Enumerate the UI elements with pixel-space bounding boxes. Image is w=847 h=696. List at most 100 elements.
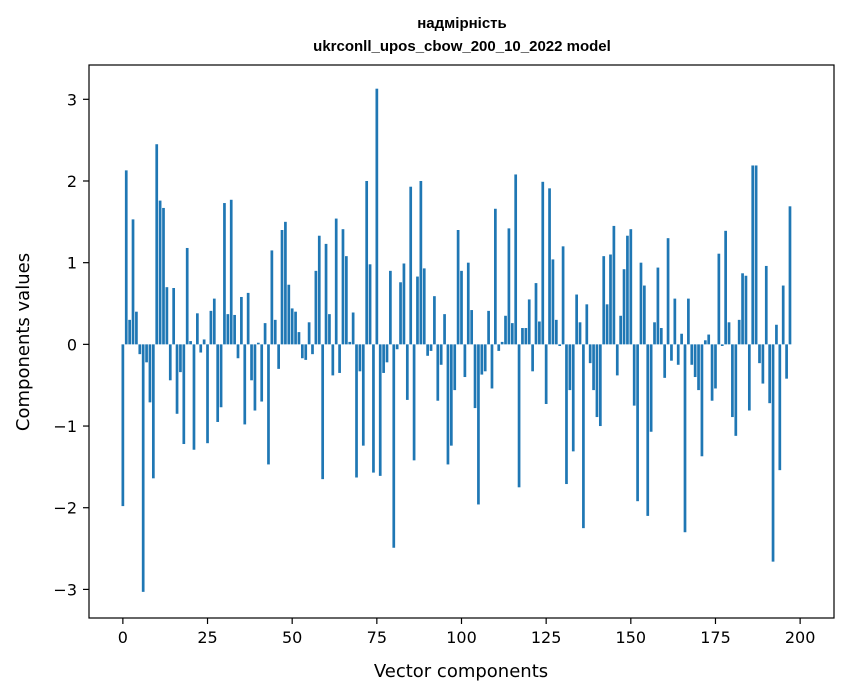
bar-148 [622,269,626,345]
bar-67 [348,341,352,345]
bar-135 [578,322,582,345]
bar-121 [531,344,534,372]
bar-130 [561,246,565,345]
bar-41 [260,344,264,402]
bar-82 [399,282,402,345]
bars-group [121,88,792,592]
bar-84 [405,344,409,400]
bar-113 [504,315,507,345]
plot-frame [88,64,835,619]
bar-128 [554,319,558,345]
bar-7 [145,344,148,363]
bar-179 [727,322,731,345]
y-tick-label: 1 [67,254,77,273]
bar-90 [426,344,429,356]
bar-167 [687,298,690,345]
x-axis-ticks: 0 25 50 75 100 125 150 175 200 [118,618,816,647]
chart-title: надмірність [417,15,507,32]
bar-99 [456,230,460,345]
bar-70 [358,344,362,372]
bar-105 [477,344,480,505]
bar-91 [429,344,433,351]
bar-133 [571,344,575,452]
bar-2 [128,319,131,345]
bar-15 [172,287,176,345]
bar-189 [761,344,765,384]
bar-39 [253,344,257,411]
x-tick-label: 50 [282,628,302,647]
bar-3 [131,219,135,345]
y-tick-label: −3 [53,580,77,599]
bar-139 [592,344,595,391]
bar-58 [317,235,321,345]
bar-46 [277,344,280,369]
bar-191 [768,344,772,404]
bar-11 [158,200,162,345]
bar-159 [659,328,663,345]
bar-89 [422,268,426,345]
bar-6 [141,344,145,592]
bar-4 [135,311,138,345]
x-axis-label: Vector components [374,661,548,682]
bar-37 [246,292,250,345]
bar-180 [731,344,734,418]
bar-38 [250,344,253,381]
bar-26 [209,310,213,345]
bar-86 [412,344,416,461]
bar-43 [267,344,270,465]
bar-81 [395,344,399,350]
bar-72 [365,180,369,345]
bar-145 [612,225,616,345]
bar-21 [192,344,196,450]
bar-55 [307,322,311,345]
bar-14 [168,344,172,381]
bar-59 [321,344,325,480]
bar-10 [155,144,159,345]
bar-42 [263,323,267,345]
bar-13 [165,287,169,345]
bar-173 [707,334,711,345]
x-tick-label: 200 [785,628,816,647]
bar-76 [378,344,382,476]
bar-85 [409,186,413,345]
bar-24 [202,339,206,345]
x-tick-label: 75 [367,628,387,647]
bar-177 [720,344,724,346]
bar-0 [121,344,125,507]
bar-104 [473,344,477,409]
bar-107 [483,344,487,372]
bar-65 [341,229,345,345]
bar-170 [697,344,700,391]
bar-18 [182,344,186,445]
bar-34 [236,344,240,359]
bar-102 [466,262,470,345]
bar-64 [338,344,341,373]
bar-157 [653,322,656,345]
bar-93 [436,344,440,401]
bar-100 [460,270,463,345]
bar-16 [175,344,179,414]
bar-71 [361,344,365,446]
bar-98 [453,344,457,391]
bar-162 [670,344,673,361]
bar-117 [517,344,521,488]
bar-17 [179,344,182,373]
bar-190 [764,265,768,345]
bar-97 [449,344,453,446]
bar-122 [534,283,538,345]
bar-35 [240,296,243,345]
bar-155 [646,344,650,516]
bar-77 [382,344,385,373]
bar-75 [375,88,379,345]
bar-143 [605,304,609,345]
bar-114 [507,228,511,345]
bar-156 [649,344,653,432]
bar-168 [690,344,694,365]
bar-61 [328,314,331,345]
bar-52 [297,332,301,345]
bar-78 [385,344,389,363]
bar-53 [300,344,304,359]
bar-94 [439,344,443,365]
bar-36 [243,344,247,425]
bar-194 [778,344,782,471]
